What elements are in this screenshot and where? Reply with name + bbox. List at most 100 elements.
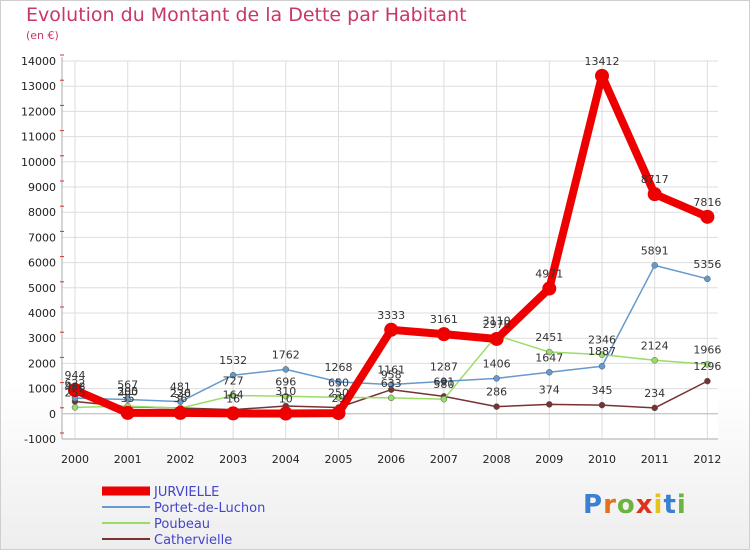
data-label: 1647	[535, 351, 563, 364]
logo-letter: P	[583, 490, 604, 520]
data-label: 7816	[693, 196, 721, 209]
data-label: 5356	[693, 258, 721, 271]
logo-letter: o	[616, 490, 636, 520]
y-tick-label: 8000	[28, 206, 56, 219]
data-point	[71, 404, 79, 411]
y-tick-label: 7000	[28, 231, 56, 244]
x-tick-label: 2007	[430, 453, 458, 466]
x-tick-label: 2009	[535, 453, 563, 466]
data-point	[124, 396, 131, 403]
logo-letter: t	[663, 490, 677, 520]
plot-area	[62, 61, 718, 439]
data-point	[177, 398, 184, 405]
legend-label: Poubeau	[154, 517, 210, 532]
x-tick-label: 2010	[588, 453, 616, 466]
proxiti-logo: Proxiti	[583, 490, 687, 520]
data-point	[542, 281, 557, 296]
legend-label: Portet-de-Luchon	[154, 501, 265, 516]
data-label: 1532	[219, 354, 247, 367]
y-tick-label: 6000	[28, 257, 56, 270]
data-point	[546, 348, 553, 356]
logo-letter: x	[635, 490, 654, 520]
data-label: 345	[592, 384, 613, 397]
y-tick-label: 12000	[21, 105, 56, 118]
data-point	[384, 322, 399, 337]
data-label: 13412	[585, 55, 620, 68]
data-label: 226	[170, 387, 191, 400]
y-tick-label: -1000	[24, 433, 56, 446]
data-label: 958	[381, 369, 402, 382]
data-point	[651, 404, 658, 412]
data-label: 250	[328, 387, 349, 400]
data-point	[335, 378, 342, 386]
data-label: 255	[65, 386, 86, 399]
data-label: 280	[117, 386, 138, 399]
y-tick-label: 2000	[28, 357, 56, 370]
data-label: 691	[433, 375, 454, 388]
data-label: 1887	[588, 345, 616, 358]
data-label: 310	[275, 385, 296, 398]
data-point	[331, 406, 346, 421]
data-label: 305	[117, 385, 138, 398]
data-point	[647, 187, 662, 202]
x-tick-label: 2001	[114, 453, 142, 466]
data-point	[598, 362, 606, 370]
data-point	[387, 394, 395, 402]
y-tick-label: 10000	[21, 156, 56, 169]
data-point	[440, 395, 448, 403]
data-point	[68, 383, 82, 398]
data-label: 1406	[483, 357, 511, 370]
data-point	[226, 406, 241, 421]
data-label: 3161	[430, 313, 458, 326]
x-tick-label: 2012	[693, 453, 721, 466]
data-label: 1762	[272, 348, 300, 361]
data-label: 5891	[641, 244, 669, 257]
y-tick-label: 14000	[21, 55, 56, 68]
data-point	[278, 406, 293, 421]
data-label: 1161	[377, 364, 405, 377]
data-label: 481	[170, 381, 191, 394]
data-point	[598, 401, 606, 409]
y-tick-label: 11000	[21, 131, 56, 144]
data-point	[595, 68, 609, 83]
legend-label: JURVIELLE	[153, 485, 219, 500]
data-point	[598, 351, 606, 358]
data-point	[229, 371, 237, 379]
data-label: 1287	[430, 360, 458, 373]
y-tick-label: 9000	[28, 181, 56, 194]
data-label: 374	[539, 383, 560, 396]
data-point	[387, 381, 395, 388]
data-point	[493, 403, 500, 410]
data-label: 944	[65, 369, 86, 382]
y-tick-label: 0	[49, 408, 56, 421]
data-label: 2970	[483, 318, 511, 331]
data-point	[335, 394, 342, 401]
x-tick-label: 2000	[61, 453, 89, 466]
data-label: 230	[170, 387, 191, 400]
data-point	[120, 405, 135, 420]
data-label: 2451	[535, 331, 563, 344]
data-label: 4971	[535, 268, 563, 281]
data-label: 3333	[377, 309, 405, 322]
logo-letter: i	[676, 490, 687, 520]
data-point	[440, 378, 448, 385]
data-point	[546, 369, 553, 376]
x-tick-label: 2011	[641, 453, 669, 466]
data-label: 29	[332, 392, 346, 405]
y-tick-label: 13000	[21, 80, 56, 93]
logo-letter: i	[653, 490, 664, 520]
chart-title: Evolution du Montant de la Dette par Hab…	[26, 4, 467, 26]
data-point	[436, 327, 451, 342]
data-label: 727	[223, 374, 244, 387]
legend-label: Cathervielle	[154, 533, 232, 548]
data-label: 650	[328, 376, 349, 389]
data-point	[651, 262, 658, 269]
x-tick-label: 2003	[219, 453, 247, 466]
data-label: 16	[226, 392, 240, 405]
data-point	[229, 392, 237, 399]
data-label: 3110	[483, 314, 511, 327]
data-label: 696	[275, 375, 296, 388]
data-point	[700, 209, 715, 224]
data-label: 1296	[693, 360, 721, 373]
